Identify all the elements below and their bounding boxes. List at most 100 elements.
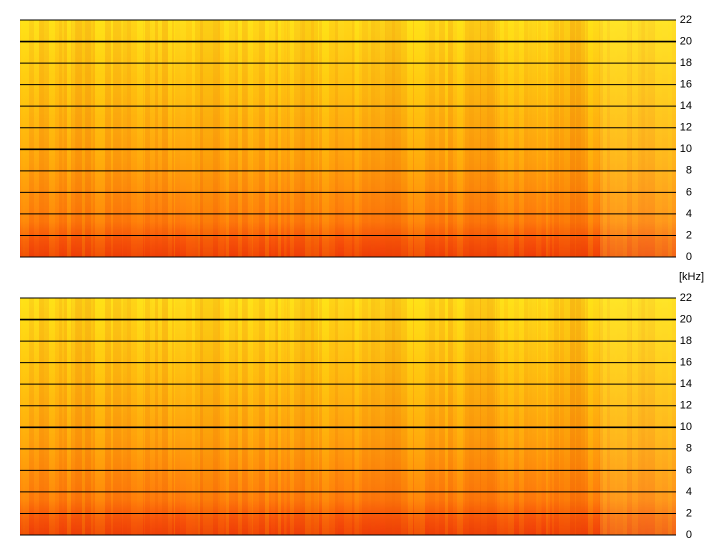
spectrogram-stripe [487,20,489,257]
spectrogram-stripe [541,20,542,257]
spectrogram-stripe [105,20,111,257]
spectrogram-stripe [200,298,203,535]
spectrogram-stripe [162,20,168,257]
spectrogram-stripe [44,298,49,535]
spectrogram-stripe [536,20,537,257]
spectrogram-stripe [413,20,414,257]
y-tick-label: 4 [686,208,692,220]
spectrogram-stripe [314,20,319,257]
spectrogram-stripe [238,298,242,535]
spectrogram-band [195,20,220,257]
spectrogram-stripe [617,298,623,535]
spectrogram-stripe [155,298,158,535]
spectrogram-stripe [122,298,123,535]
spectrogram-band [300,298,318,535]
spectrogram-stripe [581,20,586,257]
spectrogram-stripe [672,298,676,535]
spectrogram-stripe [238,20,242,257]
spectrogram-stripe [493,20,496,257]
spectrogram-stripe [481,298,487,535]
spectrogram-stripe [425,20,429,257]
spectrogram-stripe [192,298,198,535]
spectrogram-stripe [72,20,76,257]
spectrogram-stripe [150,298,152,535]
spectrogram-stripe [127,20,131,257]
spectrogram-stripe [278,20,281,257]
spectrogram-stripe [448,298,453,535]
spectrogram-stripe [93,20,95,257]
spectrogram-stripe [362,298,368,535]
spectrogram-stripe [213,298,218,535]
spectrogram-stripe [131,298,137,535]
spectrogram-stripe [82,298,85,535]
spectrogram-stripe [300,298,302,535]
y-tick-label: 12 [680,122,692,134]
spectrogram-stripe [599,20,603,257]
spectrogram-stripe [143,298,144,535]
spectrogram-stripe [220,20,224,257]
spectrogram-stripe [226,298,229,535]
spectrogram-stripe [504,298,508,535]
spectrogram-stripe [288,298,290,535]
spectrogram-stripe [64,298,67,535]
spectrogram-stripe [76,20,82,257]
spectrogram-stripe [453,20,457,257]
y-tick-label: 18 [680,57,692,69]
spectrogram-stripe [575,298,576,535]
spectrogram-stripe [242,298,247,535]
spectrogram-stripe [123,298,127,535]
spectrogram-stripe [496,20,497,257]
y-tick-label: 0 [686,529,692,541]
spectrogram-stripe [62,20,64,257]
spectrogram-stripe [34,298,39,535]
spectrogram-stripe [319,20,322,257]
y-tick-label: 20 [680,313,692,325]
spectrogram-stripe [519,298,524,535]
spectrogram-stripe [401,298,407,535]
spectrogram-stripe [480,20,481,257]
spectrogram-stripe [338,20,344,257]
spectrogram-stripe [554,20,559,257]
spectrogram-stripe [474,298,480,535]
spectrogram-stripe [281,298,284,535]
spectrogram-stripe [144,20,145,257]
spectrogram-stripe [121,20,122,257]
spectrogram-stripe [23,298,25,535]
spectrogram-stripe [269,20,270,257]
spectrogram-stripe [314,298,319,535]
spectrogram-stripe [380,298,386,535]
spectrogram-stripe [420,20,425,257]
spectrogram-stripe [29,298,34,535]
spectrogram-stripe [105,298,111,535]
spectrogram-stripe [497,20,500,257]
spectrogram-stripe [448,20,453,257]
spectrogram-stripe [487,298,489,535]
spectrogram-stripe [548,20,550,257]
spectrogram-band [465,20,495,257]
y-tick-label: 16 [680,79,692,91]
spectrogram-stripe [489,20,493,257]
spectrogram-stripe [62,298,64,535]
spectrogram-stripe [72,298,76,535]
spectrogram-stripe [514,20,519,257]
spectrogram-stripe [371,298,375,535]
spectrogram-stripe [524,298,528,535]
spectrogram-stripe [588,298,593,535]
spectrogram-stripe [657,20,662,257]
y-tick-label: 18 [680,335,692,347]
spectrogram-stripe [538,298,541,535]
spectrogram-stripe [617,20,623,257]
spectrogram-stripe [180,298,181,535]
spectrogram-stripe [355,298,359,535]
spectrogram-band [75,20,95,257]
spectrogram-stripe [668,298,672,535]
spectrogram-stripe [209,298,213,535]
spectrogram-stripe [252,20,253,257]
spectrogram-stripe [322,20,325,257]
spectrogram-stripe [34,20,39,257]
spectrogram-stripe [395,20,401,257]
spectrogram-stripe [401,20,407,257]
spectrogram-stripe [433,20,435,257]
spectrogram-stripe [113,20,115,257]
spectrogram-stripe [532,20,536,257]
